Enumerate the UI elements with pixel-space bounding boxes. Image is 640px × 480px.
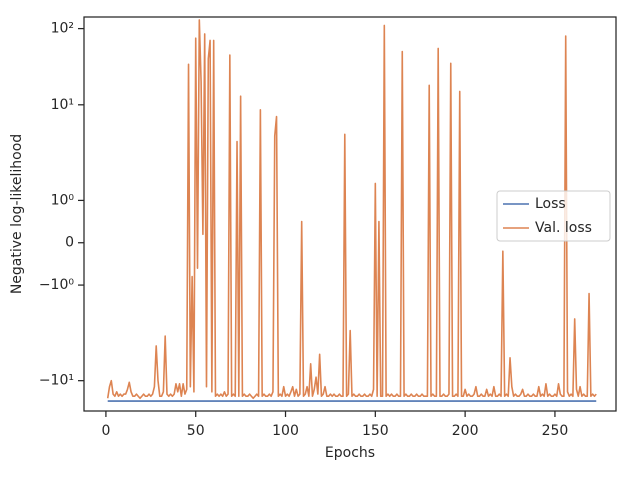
legend-label: Val. loss — [535, 220, 592, 236]
x-tick-label: 150 — [362, 423, 389, 439]
x-tick-label: 0 — [101, 423, 110, 439]
x-tick-label: 250 — [542, 423, 569, 439]
line-series — [106, 19, 597, 400]
plot-frame — [83, 16, 617, 412]
x-axis-label: Epochs — [325, 445, 375, 461]
y-tick-label: 10⁰ — [51, 192, 75, 208]
x-tick-label: 50 — [187, 423, 205, 439]
y-tick-label: −10⁰ — [39, 277, 75, 293]
x-tick-label: 200 — [452, 423, 479, 439]
x-tick-label: 100 — [272, 423, 299, 439]
y-tick-label: −10¹ — [39, 373, 74, 389]
y-tick-label: 10¹ — [51, 97, 74, 113]
legend-label: Loss — [535, 196, 566, 212]
y-tick-label: 10² — [51, 21, 74, 37]
y-axis-label: Negative log-likelihood — [9, 134, 25, 294]
y-tick-label: 0 — [65, 235, 74, 251]
